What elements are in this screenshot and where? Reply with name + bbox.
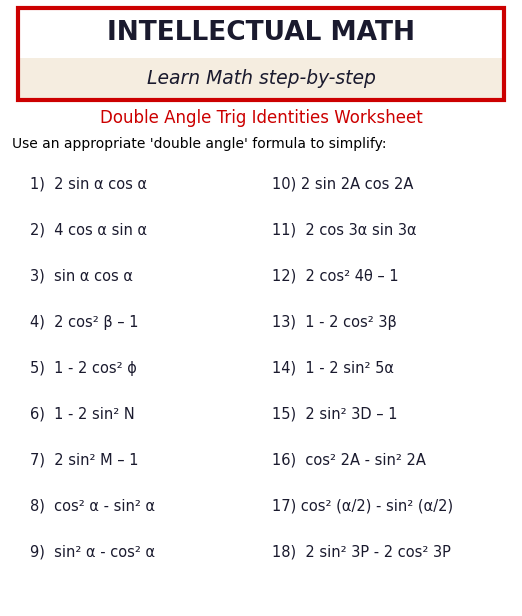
Text: 4)  2 cos² β – 1: 4) 2 cos² β – 1	[30, 315, 138, 330]
Text: 13)  1 - 2 cos² 3β: 13) 1 - 2 cos² 3β	[272, 315, 397, 330]
Text: 3)  sin α cos α: 3) sin α cos α	[30, 269, 133, 283]
Text: 8)  cos² α - sin² α: 8) cos² α - sin² α	[30, 498, 155, 514]
Text: 10) 2 sin 2A cos 2A: 10) 2 sin 2A cos 2A	[272, 177, 413, 192]
Text: 12)  2 cos² 4θ – 1: 12) 2 cos² 4θ – 1	[272, 269, 399, 283]
Text: 1)  2 sin α cos α: 1) 2 sin α cos α	[30, 177, 147, 192]
Text: 7)  2 sin² M – 1: 7) 2 sin² M – 1	[30, 453, 138, 468]
Text: 5)  1 - 2 cos² ϕ: 5) 1 - 2 cos² ϕ	[30, 360, 137, 376]
Bar	[18, 8, 504, 100]
Text: INTELLECTUAL MATH: INTELLECTUAL MATH	[107, 20, 415, 46]
Text: Double Angle Trig Identities Worksheet: Double Angle Trig Identities Worksheet	[100, 109, 422, 127]
Text: 9)  sin² α - cos² α: 9) sin² α - cos² α	[30, 545, 155, 559]
Text: 6)  1 - 2 sin² N: 6) 1 - 2 sin² N	[30, 407, 135, 421]
Bar	[18, 58, 504, 100]
Text: 17) cos² (α/2) - sin² (α/2): 17) cos² (α/2) - sin² (α/2)	[272, 498, 453, 514]
Text: Learn Math step-by-step: Learn Math step-by-step	[147, 70, 375, 89]
Text: 18)  2 sin² 3P - 2 cos² 3P: 18) 2 sin² 3P - 2 cos² 3P	[272, 545, 451, 559]
Bar	[18, 8, 504, 58]
Text: Use an appropriate 'double angle' formula to simplify:: Use an appropriate 'double angle' formul…	[12, 137, 386, 151]
Text: 11)  2 cos 3α sin 3α: 11) 2 cos 3α sin 3α	[272, 222, 417, 238]
Text: 14)  1 - 2 sin² 5α: 14) 1 - 2 sin² 5α	[272, 360, 394, 376]
Text: 15)  2 sin² 3D – 1: 15) 2 sin² 3D – 1	[272, 407, 397, 421]
Text: 2)  4 cos α sin α: 2) 4 cos α sin α	[30, 222, 147, 238]
Text: 16)  cos² 2A - sin² 2A: 16) cos² 2A - sin² 2A	[272, 453, 426, 468]
